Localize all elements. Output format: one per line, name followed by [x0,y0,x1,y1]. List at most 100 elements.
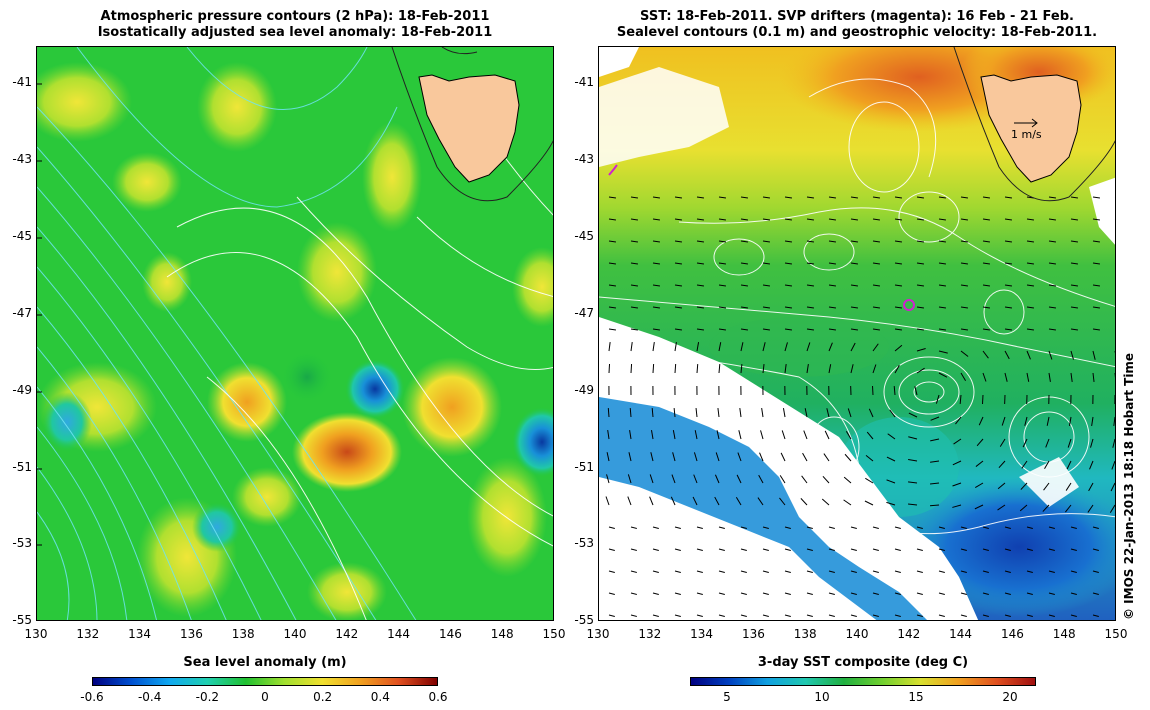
velocity-arrow [916,218,924,221]
velocity-arrow [649,474,654,484]
velocity-arrow [997,504,1006,511]
velocity-arrow [670,496,676,506]
velocity-arrow [674,363,677,374]
velocity-arrow [865,454,874,462]
velocity-arrow [872,328,880,331]
right-title-line2: Sealevel contours (0.1 m) and geostrophi… [616,25,1098,40]
velocity-arrow [649,496,654,506]
velocity-arrow [762,342,766,352]
velocity-arrow [982,570,989,573]
velocity-arrow [850,364,854,374]
velocity-arrow [784,240,792,243]
right-xtick: 142 [897,627,921,641]
velocity-arrow [806,218,814,221]
velocity-arrow [1044,460,1050,470]
velocity-arrow [894,284,902,287]
velocity-arrow [740,306,748,309]
velocity-arrow [607,430,610,440]
velocity-arrow [960,262,968,265]
sst-map: 1 m/s [599,47,1115,620]
velocity-arrow [1070,284,1078,287]
velocity-arrow [608,306,616,309]
tasmania-land [418,74,520,183]
velocity-arrow [714,496,720,506]
velocity-arrow [1004,526,1011,529]
scale-arrow-label: 1 m/s [1011,128,1042,141]
left-colorbar-tick: -0.6 [80,690,104,704]
left-xtick: 130 [24,627,48,641]
velocity-arrow [652,306,660,309]
velocity-arrow [955,416,962,425]
velocity-arrow [759,452,764,462]
velocity-arrow [718,570,725,573]
velocity-arrow [823,453,830,462]
velocity-arrow [1004,328,1012,331]
velocity-arrow [630,284,638,287]
velocity-arrow [718,284,726,287]
velocity-arrow [889,409,896,418]
velocity-arrow [828,614,835,617]
velocity-arrow [982,548,989,551]
velocity-arrow [693,474,698,484]
velocity-arrow [1114,329,1115,330]
velocity-arrow [1048,526,1055,529]
velocity-arrow [960,614,967,617]
velocity-arrow [1048,548,1055,551]
left-xtick: 150 [542,627,566,641]
left-xtick: 146 [438,627,462,641]
velocity-arrow [1026,526,1033,529]
velocity-arrow [916,592,923,595]
velocity-arrow [1092,196,1100,199]
velocity-arrow [1113,416,1115,426]
velocity-arrow [894,526,901,529]
velocity-arrow [1114,615,1115,616]
velocity-arrow [982,262,990,265]
velocity-arrow [652,614,659,617]
velocity-arrow [850,218,858,221]
left-map-plot [36,46,554,621]
velocity-arrow [608,614,615,617]
velocity-arrow [850,262,858,265]
velocity-arrow [784,342,788,352]
velocity-arrow [757,497,764,506]
velocity-arrow [784,526,791,529]
velocity-arrow [1092,350,1096,360]
velocity-arrow [716,430,720,440]
velocity-arrow [740,342,744,352]
velocity-arrow [652,218,660,221]
velocity-arrow [1048,372,1051,382]
velocity-arrow [715,452,720,462]
velocity-arrow [938,306,946,309]
velocity-arrow [696,306,704,309]
velocity-arrow [650,452,654,462]
velocity-arrow [850,592,857,595]
velocity-arrow [975,482,984,489]
velocity-arrow [608,570,615,573]
velocity-arrow [982,526,989,529]
velocity-arrow [828,364,832,374]
velocity-arrow [762,218,770,221]
velocity-arrow [627,496,632,506]
velocity-arrow [1068,416,1072,426]
velocity-arrow [864,500,874,506]
velocity-arrow [672,452,676,462]
right-colorbar-title: 3-day SST composite (deg C) [757,655,969,670]
velocity-arrow [740,284,748,287]
velocity-arrow [1114,197,1115,198]
velocity-arrow [608,284,616,287]
velocity-arrow [908,458,918,462]
velocity-arrow [1048,196,1056,199]
velocity-arrow [1048,240,1056,243]
velocity-arrow [717,408,720,418]
velocity-arrow [806,364,809,374]
velocity-arrow [982,240,990,243]
left-xtick: 140 [283,627,307,641]
velocity-arrow [1092,306,1100,309]
velocity-arrow [1114,571,1115,572]
velocity-arrow [736,474,742,484]
velocity-arrow [982,372,987,382]
right-xtick: 130 [586,627,610,641]
velocity-arrow [1042,504,1050,512]
right-xtick: 150 [1104,627,1128,641]
right-ytick: -55 [574,613,594,628]
